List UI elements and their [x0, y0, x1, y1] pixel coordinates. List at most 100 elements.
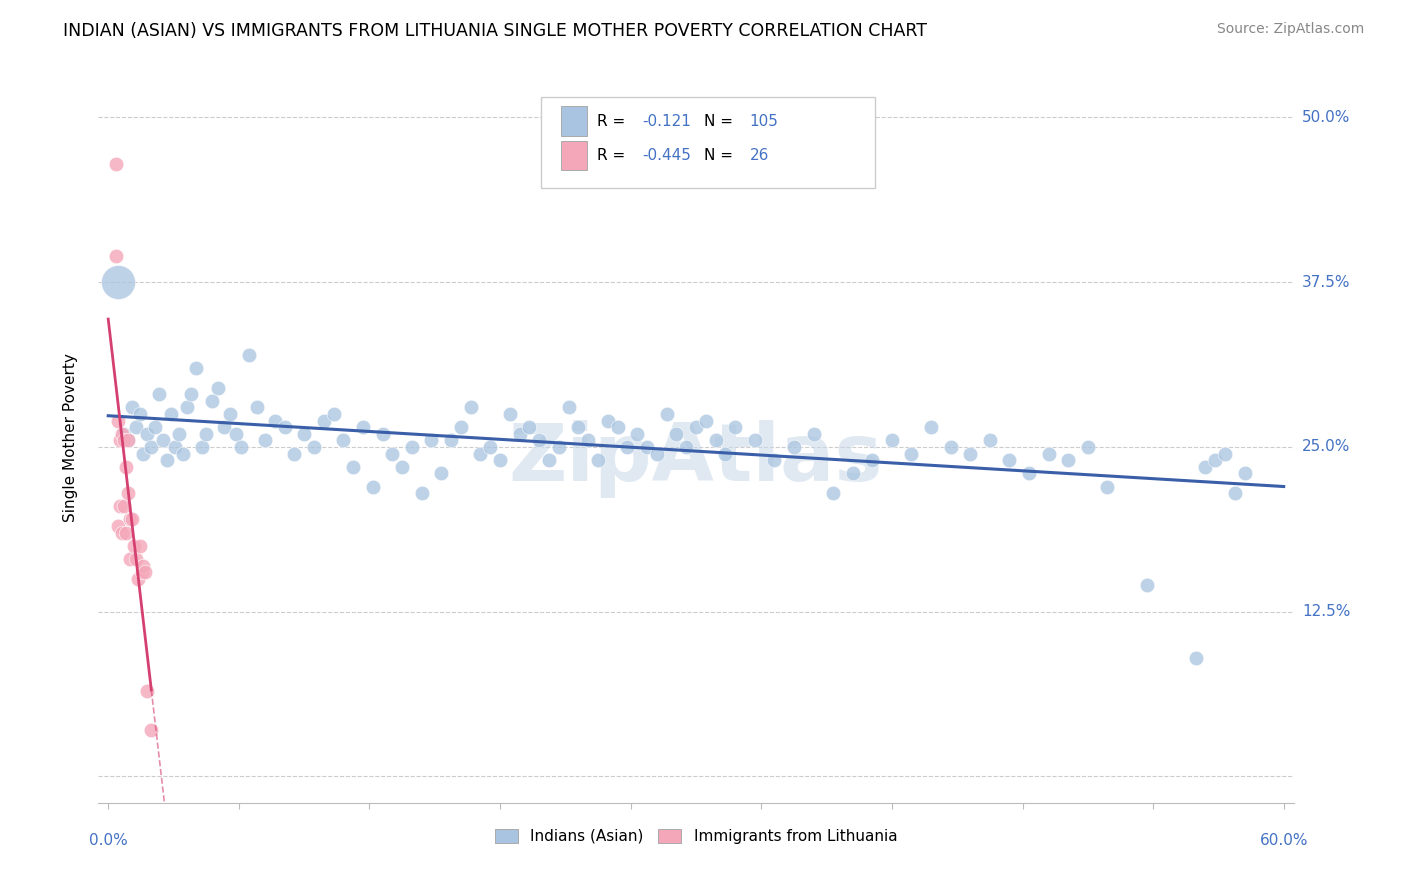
Point [273, 420, 295, 434]
Point [714, 446, 737, 460]
Point [675, 440, 697, 454]
Point [450, 420, 472, 434]
Point [1213, 446, 1236, 460]
Point [557, 401, 579, 415]
Point [127, 572, 149, 586]
Point [118, 512, 141, 526]
Text: -0.121: -0.121 [643, 113, 692, 128]
Point [105, 249, 128, 263]
Point [246, 401, 269, 415]
Point [107, 519, 129, 533]
Point [302, 440, 325, 454]
Text: 25.0%: 25.0% [1302, 440, 1350, 454]
Point [586, 453, 609, 467]
Point [1194, 459, 1216, 474]
Point [141, 440, 163, 454]
Point [352, 420, 374, 434]
Text: 105: 105 [749, 113, 779, 128]
Point [132, 558, 155, 573]
Point [231, 440, 253, 454]
Point [860, 453, 883, 467]
Text: N =: N = [704, 148, 738, 163]
Point [172, 446, 194, 460]
Point [124, 552, 146, 566]
Point [238, 348, 260, 362]
Point [124, 420, 146, 434]
Point [823, 486, 845, 500]
Point [803, 426, 825, 441]
Point [212, 420, 235, 434]
Text: 12.5%: 12.5% [1302, 604, 1350, 619]
FancyBboxPatch shape [541, 97, 876, 188]
Y-axis label: Single Mother Poverty: Single Mother Poverty [63, 352, 77, 522]
Point [111, 426, 134, 441]
Point [143, 420, 166, 434]
Point [283, 446, 305, 460]
Point [141, 723, 163, 738]
Point [519, 420, 541, 434]
Text: 60.0%: 60.0% [1260, 833, 1308, 848]
Point [1077, 440, 1099, 454]
Point [479, 440, 502, 454]
Point [122, 539, 145, 553]
Point [131, 565, 153, 579]
Point [499, 407, 522, 421]
Point [207, 381, 229, 395]
Point [117, 434, 139, 448]
Point [576, 434, 599, 448]
Point [128, 407, 150, 421]
Point [201, 393, 224, 408]
Point [900, 446, 922, 460]
Point [537, 453, 560, 467]
Point [685, 420, 707, 434]
Point [312, 414, 335, 428]
Point [163, 440, 186, 454]
Point [1038, 446, 1060, 460]
Point [596, 414, 619, 428]
FancyBboxPatch shape [561, 141, 588, 170]
Point [121, 401, 143, 415]
Point [322, 407, 344, 421]
Point [665, 426, 688, 441]
Point [342, 459, 364, 474]
Point [606, 420, 628, 434]
Point [112, 500, 135, 514]
Point [695, 414, 717, 428]
Point [225, 426, 247, 441]
Point [167, 426, 190, 441]
Text: R =: R = [596, 148, 630, 163]
Point [115, 525, 138, 540]
Point [152, 434, 174, 448]
Point [156, 453, 179, 467]
Point [117, 486, 139, 500]
Point [470, 446, 492, 460]
Point [1233, 467, 1256, 481]
Point [115, 459, 138, 474]
Point [655, 407, 678, 421]
Legend: Indians (Asian), Immigrants from Lithuania: Indians (Asian), Immigrants from Lithuan… [488, 822, 904, 850]
Point [744, 434, 766, 448]
Point [724, 420, 747, 434]
Point [411, 486, 433, 500]
Point [112, 426, 135, 441]
Point [880, 434, 903, 448]
Point [979, 434, 1001, 448]
Point [391, 459, 413, 474]
Point [704, 434, 727, 448]
Point [626, 426, 648, 441]
Point [136, 683, 159, 698]
Text: R =: R = [596, 113, 630, 128]
Point [179, 387, 201, 401]
Point [939, 440, 962, 454]
Point [105, 156, 128, 170]
Point [489, 453, 512, 467]
Point [134, 565, 156, 579]
Point [107, 275, 129, 289]
Point [253, 434, 276, 448]
Point [959, 446, 981, 460]
Point [136, 426, 159, 441]
Point [401, 440, 423, 454]
Point [567, 420, 589, 434]
Point [186, 360, 208, 375]
Point [636, 440, 658, 454]
